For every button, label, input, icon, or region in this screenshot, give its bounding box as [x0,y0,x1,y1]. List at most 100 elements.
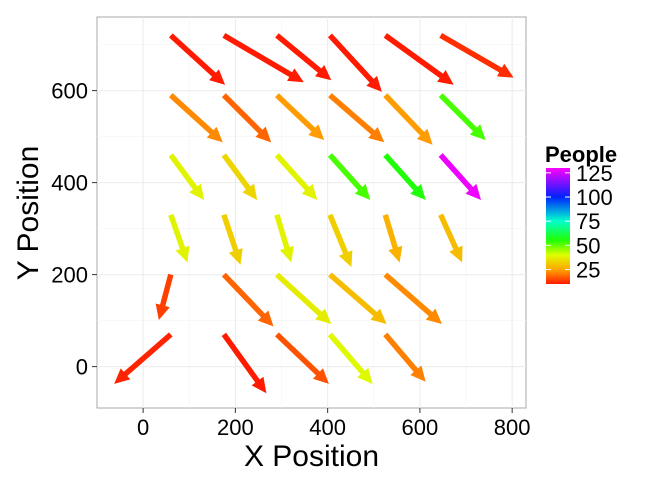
arrow [439,33,514,78]
arrow-head [388,245,403,263]
x-tick-label: 0 [137,415,149,440]
arrow-head [366,75,382,92]
arrow-shaft [438,213,460,253]
arrow-head [496,63,514,78]
arrow-shaft [383,332,421,375]
y-tick-label: 0 [76,355,88,380]
x-axis-title: X Position [244,440,379,473]
arrow [328,93,385,143]
arrow [328,272,387,325]
arrow-head [370,308,387,325]
y-axis-title: Y Position [12,146,45,281]
arrow-shaft [328,93,378,137]
y-tick-label: 200 [51,263,88,288]
arrow-head [251,376,267,394]
arrow-head [437,69,454,85]
arrow-shaft [438,93,480,134]
axis-ticks: 0 200 400 600 800 0 200 400 600 [51,79,530,440]
arrow-shaft [221,153,253,193]
arrow-shaft [221,93,265,137]
plot-panel [96,16,527,409]
arrow-shaft [327,153,365,194]
arrow-head [312,368,329,384]
arrow-shaft [221,272,268,321]
arrow-shaft [327,33,377,86]
x-tick-label: 800 [494,415,531,440]
arrow-head [416,128,433,145]
arrow-head [308,124,325,141]
arrow-head [410,183,426,200]
legend-tick-label: 25 [576,258,600,283]
arrow-head [315,64,332,81]
arrow-shaft [327,213,350,258]
arrow [222,33,304,83]
legend-tick-label: 50 [576,233,600,258]
arrow-shaft [438,153,476,194]
legend-tick-label: 125 [576,161,613,186]
arrow-head [469,124,486,141]
arrow-shaft [383,153,421,194]
arrow-head [257,310,274,327]
arrow [221,213,243,265]
x-tick-label: 200 [217,415,254,440]
arrow-shaft [275,33,325,75]
arrow [383,272,442,325]
arrow-head [255,126,272,143]
arrow [438,153,482,200]
arrow [274,153,318,200]
arrow [221,93,272,143]
arrow-shaft [275,93,318,135]
arrow-head [410,365,426,382]
arrow-head [338,250,353,267]
legend-title: People [545,142,617,167]
arrow [221,272,274,327]
arrow-shaft [383,93,427,139]
arrow-shaft [168,213,187,253]
legend-tick-label: 75 [576,209,600,234]
arrow-shaft [275,272,325,319]
arrow-shaft [327,332,368,378]
arrow [383,33,454,85]
arrow [221,332,267,394]
arrow-head [357,367,373,385]
arrow-shaft [383,272,436,319]
arrow-head [449,245,463,263]
arrow-head [279,245,294,263]
x-tick-label: 600 [402,415,439,440]
arrow [168,153,205,201]
arrow [275,33,332,81]
arrow-head [354,183,371,200]
arrow-shaft [439,33,506,75]
arrow-shaft [382,214,399,253]
arrow [114,332,173,384]
arrow-shaft [168,93,217,137]
arrow-head [228,248,243,265]
arrow-head [114,368,131,384]
arrow-shaft [168,153,200,193]
arrow-head [206,126,223,143]
arrow [383,153,426,200]
y-tick-label: 400 [51,171,88,196]
arrow [168,93,223,143]
y-tick-label: 600 [51,79,88,104]
arrow-shaft [221,332,262,386]
arrow-shaft [222,33,296,79]
arrow-head [368,126,385,143]
arrow-shaft [221,213,240,255]
arrow-shaft [159,273,174,310]
arrow-head [189,183,205,201]
arrow [168,213,190,263]
arrow [383,332,426,382]
arrow-shaft [383,33,446,81]
arrow [155,273,174,320]
arrow [275,332,329,384]
arrow [275,272,332,325]
arrow [382,214,403,263]
arrow [438,93,486,141]
arrow-head [175,245,190,263]
arrow [168,33,226,85]
x-tick-label: 400 [309,415,346,440]
